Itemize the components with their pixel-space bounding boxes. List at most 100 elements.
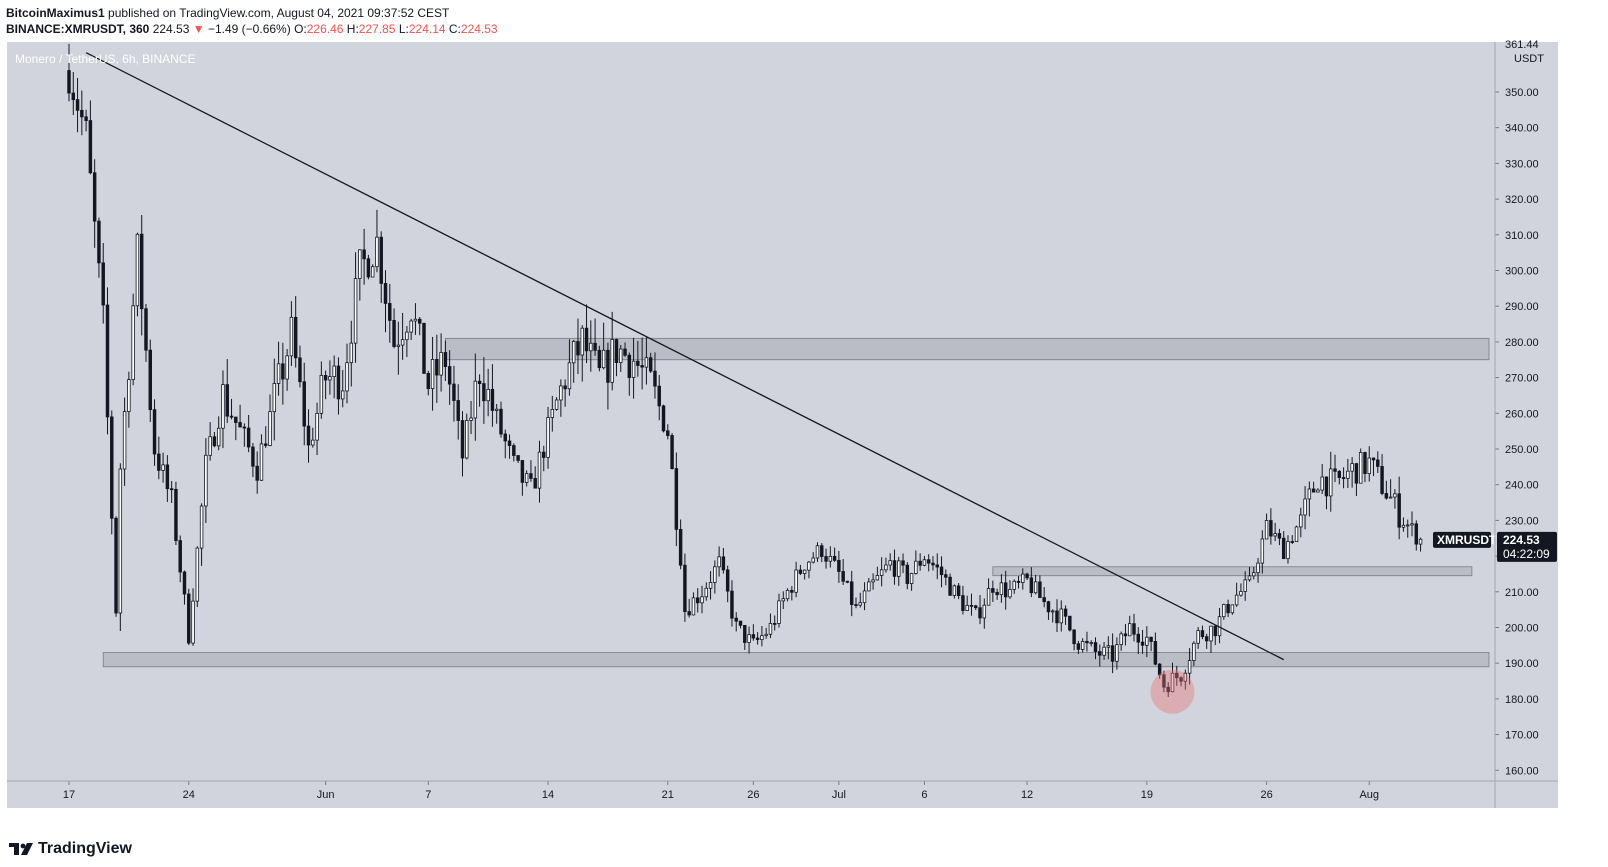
candle-body — [610, 339, 614, 383]
candle-body — [546, 417, 550, 458]
candle-body — [1080, 640, 1085, 650]
candle-body — [187, 593, 191, 644]
x-tick-label: 12 — [1021, 789, 1033, 801]
candle-body — [1038, 581, 1042, 598]
candle-body — [191, 600, 195, 644]
x-axis-ticks: 17 24 Jun 7 14 21 26 Jul 6 12 19 26 Aug — [63, 781, 1379, 801]
candle-body — [747, 634, 751, 643]
candle-body — [251, 446, 255, 467]
candle-body — [1367, 457, 1371, 474]
candle-body — [1363, 452, 1367, 474]
candle-body — [503, 433, 507, 442]
y-tick-label: 270.00 — [1505, 373, 1539, 385]
candle-body — [311, 439, 315, 446]
candle-body — [1170, 672, 1175, 693]
x-tick-label: 24 — [183, 789, 195, 801]
candle-body — [1350, 463, 1354, 472]
y-top-partial-label: 361.44 — [1505, 39, 1539, 51]
candle-body — [884, 564, 888, 571]
candle-body — [627, 354, 632, 378]
candle-body — [619, 348, 623, 363]
publish-info: BitcoinMaximus1 published on TradingView… — [6, 6, 449, 20]
candle-body — [353, 278, 358, 344]
candle-body — [828, 555, 833, 562]
candle-body — [341, 390, 345, 400]
candle-body — [1243, 579, 1247, 592]
price-tag-value-bg — [1497, 531, 1557, 562]
candle-body — [80, 109, 84, 118]
candle-body — [751, 634, 756, 639]
candle-body — [208, 436, 212, 456]
candle-body — [1260, 538, 1265, 564]
candle-body — [948, 576, 952, 596]
y-tick-label: 170.00 — [1505, 730, 1539, 742]
candle-body — [1068, 615, 1072, 631]
candle-body — [302, 381, 306, 427]
candle-body — [1397, 493, 1401, 528]
candle-body — [666, 430, 670, 436]
y-axis-unit: USDT — [1514, 53, 1544, 65]
candle-body — [1149, 636, 1153, 642]
candle-body — [524, 473, 529, 483]
candle-body — [383, 282, 388, 304]
low-label: L: — [398, 22, 409, 36]
candle-body — [922, 559, 927, 566]
candle-body — [1110, 645, 1115, 662]
candle-body — [563, 385, 567, 390]
candle-body — [1303, 498, 1307, 516]
x-tick-label: 26 — [1260, 789, 1272, 801]
candle-body — [704, 587, 709, 598]
candle-body — [918, 560, 922, 566]
candle-body — [811, 557, 815, 563]
descending-trendline — [85, 52, 1284, 661]
candle-body — [238, 422, 242, 428]
tradingview-logo[interactable]: TradingView — [8, 840, 132, 858]
y-tick-label: 330.00 — [1505, 158, 1539, 170]
candle-body — [1140, 641, 1145, 646]
candle-body — [435, 359, 439, 376]
candles-layer — [67, 43, 1423, 698]
plot-area[interactable] — [7, 42, 1495, 781]
price-tag-symbol-bg — [1433, 531, 1491, 548]
candle-body — [1076, 643, 1081, 650]
candle-body — [289, 316, 294, 357]
candle-body — [1329, 468, 1333, 497]
candle-body — [648, 357, 653, 372]
author-name[interactable]: BitcoinMaximus1 — [6, 6, 105, 20]
candle-body — [1119, 633, 1123, 646]
price-axis[interactable] — [1495, 42, 1558, 781]
candle-body — [516, 455, 520, 461]
candle-body — [657, 385, 661, 407]
candle-body — [974, 605, 978, 609]
candle-body — [678, 528, 683, 566]
price-tag-countdown: 04:22:09 — [1503, 547, 1550, 561]
candle-body — [1055, 610, 1059, 624]
candle-body — [1281, 537, 1286, 560]
candle-body — [571, 341, 576, 364]
candle-body — [1354, 463, 1359, 484]
candle-body — [584, 327, 589, 352]
candle-body — [1346, 470, 1350, 479]
candle-body — [640, 365, 644, 368]
candle-body — [1324, 476, 1329, 497]
candle-body — [345, 362, 349, 392]
candle-body — [1256, 562, 1260, 574]
candle-body — [589, 342, 593, 352]
candle-body — [1175, 672, 1179, 679]
candle-body — [969, 604, 974, 607]
candle-body — [392, 319, 396, 347]
candle-body — [820, 545, 824, 557]
candle-body — [75, 99, 80, 111]
candle-body — [533, 478, 537, 489]
candle-body — [760, 635, 764, 641]
time-axis[interactable] — [7, 781, 1558, 808]
candle-body — [1132, 623, 1136, 635]
candle-body — [721, 556, 726, 571]
x-tick-label: 7 — [425, 789, 431, 801]
change-arrow-icon: ▼ — [192, 22, 205, 36]
candle-body — [1046, 601, 1051, 613]
candle-body — [644, 357, 649, 368]
candle-body — [212, 436, 217, 447]
y-tick-label: 260.00 — [1505, 408, 1539, 420]
